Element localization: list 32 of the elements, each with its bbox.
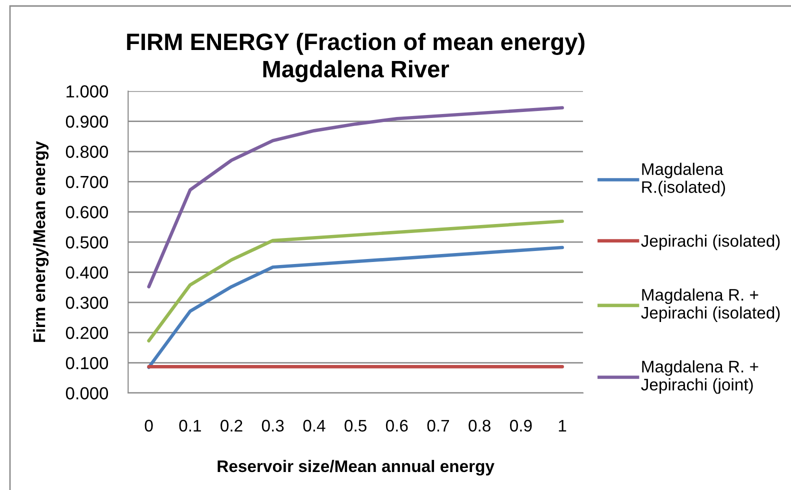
legend-label: Magdalena R.(isolated) [642, 162, 726, 196]
x-tick-label: 0.8 [468, 420, 490, 432]
legend-label: Magdalena R. + Jepirachi (joint) [641, 360, 758, 394]
chart-title: FIRM ENERGY (Fraction of mean energy) Magdalena River [127, 32, 584, 82]
x-tick-label: 0.6 [386, 420, 408, 432]
y-tick-label: 1.000 [66, 85, 108, 98]
y-tick-label: 0.700 [66, 176, 108, 188]
y-tick-label: 0.500 [66, 236, 108, 249]
legend-label: Magdalena R. + Jepirachi (isolated) [641, 288, 780, 322]
legend-label: Jepirachi (isolated) [641, 234, 780, 250]
x-tick-label: 0.2 [220, 420, 242, 432]
y-tick-label: 0.600 [66, 206, 108, 218]
x-tick-label: 0 [144, 420, 153, 432]
x-axis-title: Reservoir size/Mean annual energy [218, 460, 494, 476]
x-tick-label: 0.3 [262, 420, 284, 432]
line-series [147, 220, 564, 342]
y-tick-label: 0.100 [66, 356, 108, 370]
x-tick-label: 0.7 [427, 420, 449, 432]
y-tick-label: 0.200 [66, 326, 108, 340]
y-tick-label: 0.900 [66, 115, 108, 128]
x-tick-label: 0.1 [179, 420, 201, 432]
x-tick-label: 0.9 [510, 420, 532, 432]
y-tick-label: 0.000 [66, 387, 108, 400]
y-tick-label: 0.400 [66, 266, 108, 279]
y-axis-title: Firm energy/Mean energy [32, 141, 49, 342]
line-series [147, 106, 564, 288]
y-tick-label: 0.300 [66, 296, 108, 309]
x-tick-label: 0.4 [303, 420, 326, 432]
x-tick-label: 1 [558, 420, 566, 432]
line-series [147, 246, 564, 369]
x-tick-label: 0.5 [344, 420, 366, 432]
y-tick-label: 0.800 [66, 146, 108, 158]
